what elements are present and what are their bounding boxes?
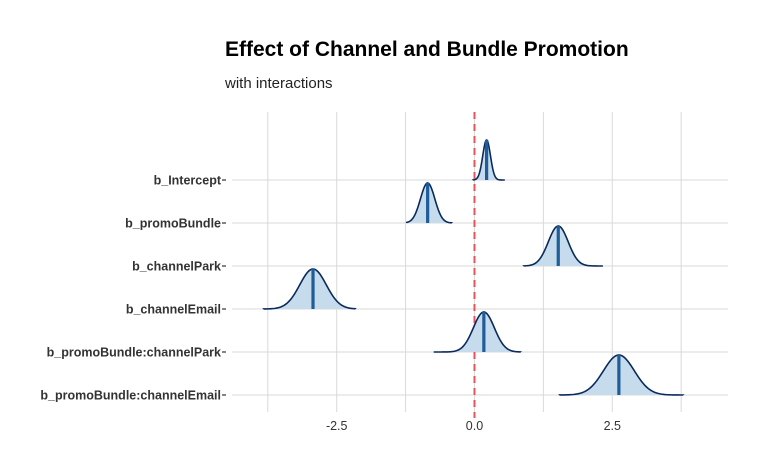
x-tick-label: 0.0 xyxy=(466,419,483,433)
y-tick-label: b_promoBundle xyxy=(125,217,221,231)
x-axis-ticks: -2.5 0.0 2.5 xyxy=(326,419,621,433)
density-fill xyxy=(263,269,356,309)
density-layer xyxy=(262,139,685,396)
y-tick-label: b_channelPark xyxy=(132,260,221,274)
density-outline xyxy=(522,225,603,267)
y-tick-label: b_channelEmail xyxy=(126,303,221,317)
density-fill xyxy=(559,355,684,395)
density-outline xyxy=(558,354,685,396)
x-tick-label: 2.5 xyxy=(604,419,621,433)
density-outline xyxy=(472,139,505,181)
density-fill xyxy=(406,183,452,223)
density-fill xyxy=(433,312,521,352)
grid-layer xyxy=(232,112,728,412)
density-fill xyxy=(523,226,603,266)
y-axis-labels: b_Intercept b_promoBundle b_channelPark b_c… xyxy=(40,174,226,403)
density-outline xyxy=(262,268,357,310)
y-tick-label: b_promoBundle:channelEmail xyxy=(40,389,221,403)
chart-title: Effect of Channel and Bundle Promotion xyxy=(225,38,629,61)
density-outline xyxy=(405,182,453,224)
x-tick-label: -2.5 xyxy=(326,419,348,433)
y-tick-label: b_promoBundle:channelPark xyxy=(47,346,221,360)
chart-subtitle: with interactions xyxy=(224,75,333,92)
y-tick-label: b_Intercept xyxy=(154,174,222,188)
density-outline xyxy=(433,311,522,353)
